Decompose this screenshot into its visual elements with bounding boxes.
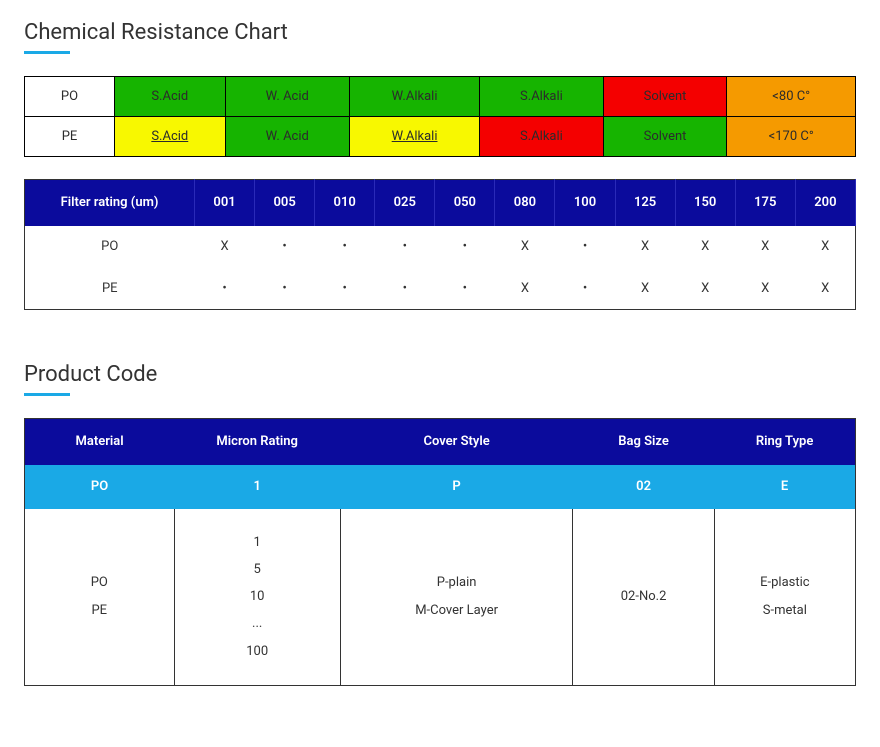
chem-row: POS.AcidW. AcidW.AlkaliS.AlkaliSolvent<8…	[25, 77, 856, 117]
rating-col-header: 200	[795, 180, 855, 226]
chem-cell: S.Acid	[115, 77, 226, 117]
rating-row-label: PE	[25, 268, 195, 310]
chem-cell: W.Alkali	[349, 117, 479, 157]
rating-cell: •	[375, 268, 435, 310]
rating-col-header: 080	[495, 180, 555, 226]
rating-table: Filter rating (um)0010050100250500801001…	[24, 179, 856, 310]
rating-col-header: 025	[375, 180, 435, 226]
chem-cell: S.Alkali	[480, 117, 604, 157]
rating-cell: X	[795, 268, 855, 310]
rating-cell: •	[555, 226, 615, 268]
rating-cell: X	[675, 268, 735, 310]
rating-col-header: 125	[615, 180, 675, 226]
product-selected: 1	[174, 465, 340, 509]
rating-cell: •	[435, 226, 495, 268]
rating-col-header: 050	[435, 180, 495, 226]
rating-cell: X	[795, 226, 855, 268]
rating-cell: X	[735, 268, 795, 310]
rating-cell: •	[195, 268, 255, 310]
accent-bar-2	[24, 393, 70, 396]
rating-col-header: 010	[315, 180, 375, 226]
product-table: MaterialMicron RatingCover StyleBag Size…	[24, 418, 856, 686]
chem-cell: <170 C°	[727, 117, 856, 157]
rating-col-header: 005	[255, 180, 315, 226]
product-heading: Product Code	[24, 362, 856, 387]
chem-cell: S.Alkali	[480, 77, 604, 117]
product-header: Bag Size	[573, 419, 714, 465]
rating-cell: •	[315, 226, 375, 268]
rating-row: POX••••X•XXXX	[25, 226, 856, 268]
chem-cell: <80 C°	[727, 77, 856, 117]
rating-col-header: 100	[555, 180, 615, 226]
rating-row-label: PO	[25, 226, 195, 268]
rating-cell: •	[255, 268, 315, 310]
product-options-cell: 02-No.2	[573, 509, 714, 686]
rating-cell: X	[495, 226, 555, 268]
chem-cell: W.Alkali	[349, 77, 479, 117]
chem-row-label: PE	[25, 117, 115, 157]
rating-cell: •	[315, 268, 375, 310]
rating-first-header: Filter rating (um)	[25, 180, 195, 226]
chem-cell: S.Acid	[115, 117, 226, 157]
chem-table: POS.AcidW. AcidW.AlkaliS.AlkaliSolvent<8…	[24, 76, 856, 157]
rating-cell: X	[675, 226, 735, 268]
chem-cell: Solvent	[603, 77, 727, 117]
product-header: Material	[25, 419, 175, 465]
rating-cell: X	[195, 226, 255, 268]
rating-cell: •	[255, 226, 315, 268]
accent-bar	[24, 51, 70, 54]
chem-heading: Chemical Resistance Chart	[24, 20, 856, 45]
rating-col-header: 175	[735, 180, 795, 226]
rating-col-header: 001	[195, 180, 255, 226]
chem-cell: Solvent	[603, 117, 727, 157]
chem-cell: W. Acid	[225, 117, 349, 157]
chem-row-label: PO	[25, 77, 115, 117]
rating-cell: •	[555, 268, 615, 310]
product-options-cell: 1510...100	[174, 509, 340, 686]
product-options-cell: POPE	[25, 509, 175, 686]
rating-cell: X	[615, 226, 675, 268]
rating-cell: •	[435, 268, 495, 310]
rating-cell: •	[375, 226, 435, 268]
rating-cell: X	[615, 268, 675, 310]
product-header: Ring Type	[714, 419, 855, 465]
product-selected: PO	[25, 465, 175, 509]
product-selected: P	[340, 465, 573, 509]
rating-cell: X	[495, 268, 555, 310]
product-options-cell: E-plasticS-metal	[714, 509, 855, 686]
product-header: Cover Style	[340, 419, 573, 465]
chem-cell: W. Acid	[225, 77, 349, 117]
product-options-cell: P-plainM-Cover Layer	[340, 509, 573, 686]
product-selected: E	[714, 465, 855, 509]
chem-row: PES.AcidW. AcidW.AlkaliS.AlkaliSolvent<1…	[25, 117, 856, 157]
rating-row: PE•••••X•XXXX	[25, 268, 856, 310]
rating-cell: X	[735, 226, 795, 268]
product-header: Micron Rating	[174, 419, 340, 465]
product-selected: 02	[573, 465, 714, 509]
rating-col-header: 150	[675, 180, 735, 226]
